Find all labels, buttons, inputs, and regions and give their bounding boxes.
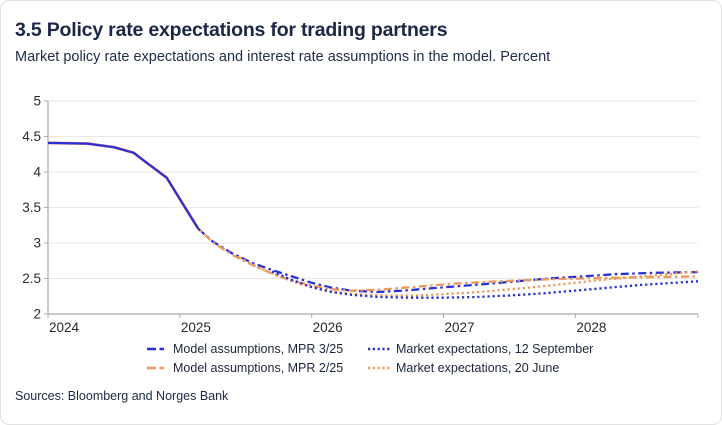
svg-text:2027: 2027 xyxy=(445,320,475,335)
legend-label: Market expectations, 20 June xyxy=(396,361,560,375)
chart-legend: Model assumptions, MPR 3/25 Market expec… xyxy=(147,342,593,375)
svg-text:4.5: 4.5 xyxy=(22,129,41,144)
dash-swatch-orange-icon xyxy=(147,366,169,370)
legend-item-market-20jun: Market expectations, 20 June xyxy=(368,361,593,375)
svg-text:2028: 2028 xyxy=(576,320,606,335)
svg-text:3: 3 xyxy=(33,236,41,251)
legend-label: Model assumptions, MPR 2/25 xyxy=(173,361,344,375)
svg-text:2: 2 xyxy=(33,307,41,322)
legend-label: Model assumptions, MPR 3/25 xyxy=(173,342,344,356)
page-title: 3.5 Policy rate expectations for trading… xyxy=(15,19,448,41)
svg-text:2025: 2025 xyxy=(181,320,211,335)
series-model-assumptions-mpr-2-25 xyxy=(197,227,699,292)
sources-note: Sources: Bloomberg and Norges Bank xyxy=(15,389,229,403)
series-history xyxy=(47,141,200,230)
series-market-expectations-20-june xyxy=(238,256,699,297)
legend-item-mpr-225: Model assumptions, MPR 2/25 xyxy=(147,361,368,375)
legend-item-market-12sep: Market expectations, 12 September xyxy=(368,342,593,356)
svg-text:2.5: 2.5 xyxy=(22,271,41,286)
dotted-swatch-blue-icon xyxy=(368,347,392,351)
series-history-mpr-2-25-vintage-overlapped- xyxy=(47,141,200,230)
svg-text:4: 4 xyxy=(33,165,41,180)
series-model-assumptions-mpr-3-25 xyxy=(197,227,699,294)
svg-text:5: 5 xyxy=(33,94,41,109)
legend-item-mpr-325: Model assumptions, MPR 3/25 xyxy=(147,342,368,356)
legend-label: Market expectations, 12 September xyxy=(396,342,594,356)
svg-text:3.5: 3.5 xyxy=(22,200,41,215)
dotted-swatch-orange-icon xyxy=(368,366,392,370)
svg-text:2026: 2026 xyxy=(313,320,343,335)
policy-rate-chart: 2 2.5 3 3.5 4 4.5 5 2024 2025 2026 2027 2028 xyxy=(22,94,699,335)
svg-text:2024: 2024 xyxy=(49,320,80,335)
series-market-expectations-12-september xyxy=(271,270,699,299)
dash-swatch-blue-icon xyxy=(147,347,169,351)
chart-subtitle: Market policy rate expectations and inte… xyxy=(15,49,551,65)
